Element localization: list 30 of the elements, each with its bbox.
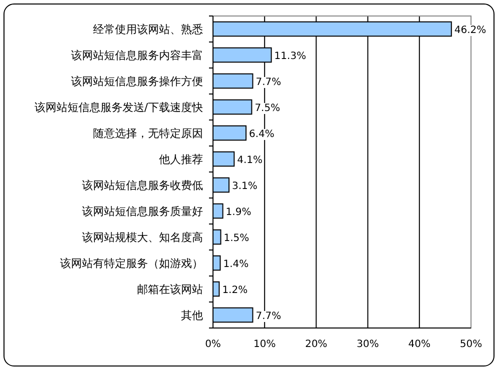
data-label: 1.9% — [226, 207, 252, 218]
data-label: 1.2% — [222, 285, 248, 296]
y-tick-label: 其他 — [181, 309, 203, 322]
data-label: 7.7% — [256, 77, 282, 88]
y-tick-label: 该网站短信息服务内容丰富 — [71, 49, 203, 62]
y-tick-label: 该网站短信息服务质量好 — [82, 205, 203, 218]
data-label: 1.5% — [224, 233, 250, 244]
data-label: 46.2% — [454, 25, 486, 36]
data-label: 7.7% — [256, 311, 282, 322]
x-tick-label: 20% — [305, 339, 328, 350]
y-tick-label: 他人推荐 — [159, 153, 203, 166]
y-tick-label: 该网站短信息服务发送/下载速度快 — [34, 101, 203, 114]
data-label: 6.4% — [249, 129, 274, 140]
x-tick-label: 30% — [356, 339, 379, 350]
y-tick-label: 邮箱在该网站 — [137, 283, 203, 296]
y-tick-label: 该网站短信息服务收费低 — [82, 179, 203, 192]
y-tick-label: 该网站有特定服务（如游戏） — [60, 257, 203, 270]
y-tick-label: 随意选择，无特定原因 — [93, 127, 203, 140]
y-tick-label: 该网站规模大、知名度高 — [82, 231, 203, 244]
y-tick-label: 经常使用该网站、熟悉 — [93, 23, 203, 36]
data-label: 1.4% — [223, 259, 249, 270]
data-label: 11.3% — [274, 51, 306, 62]
x-tick-label: 50% — [460, 339, 482, 350]
data-label: 7.5% — [254, 103, 280, 114]
data-label: 4.1% — [237, 155, 263, 166]
x-tick-label: 0% — [205, 339, 221, 350]
y-tick-label: 该网站短信息服务操作方便 — [71, 75, 203, 88]
x-tick-label: 10% — [253, 339, 276, 350]
data-label: 3.1% — [232, 181, 258, 192]
x-tick-label: 40% — [408, 339, 431, 350]
